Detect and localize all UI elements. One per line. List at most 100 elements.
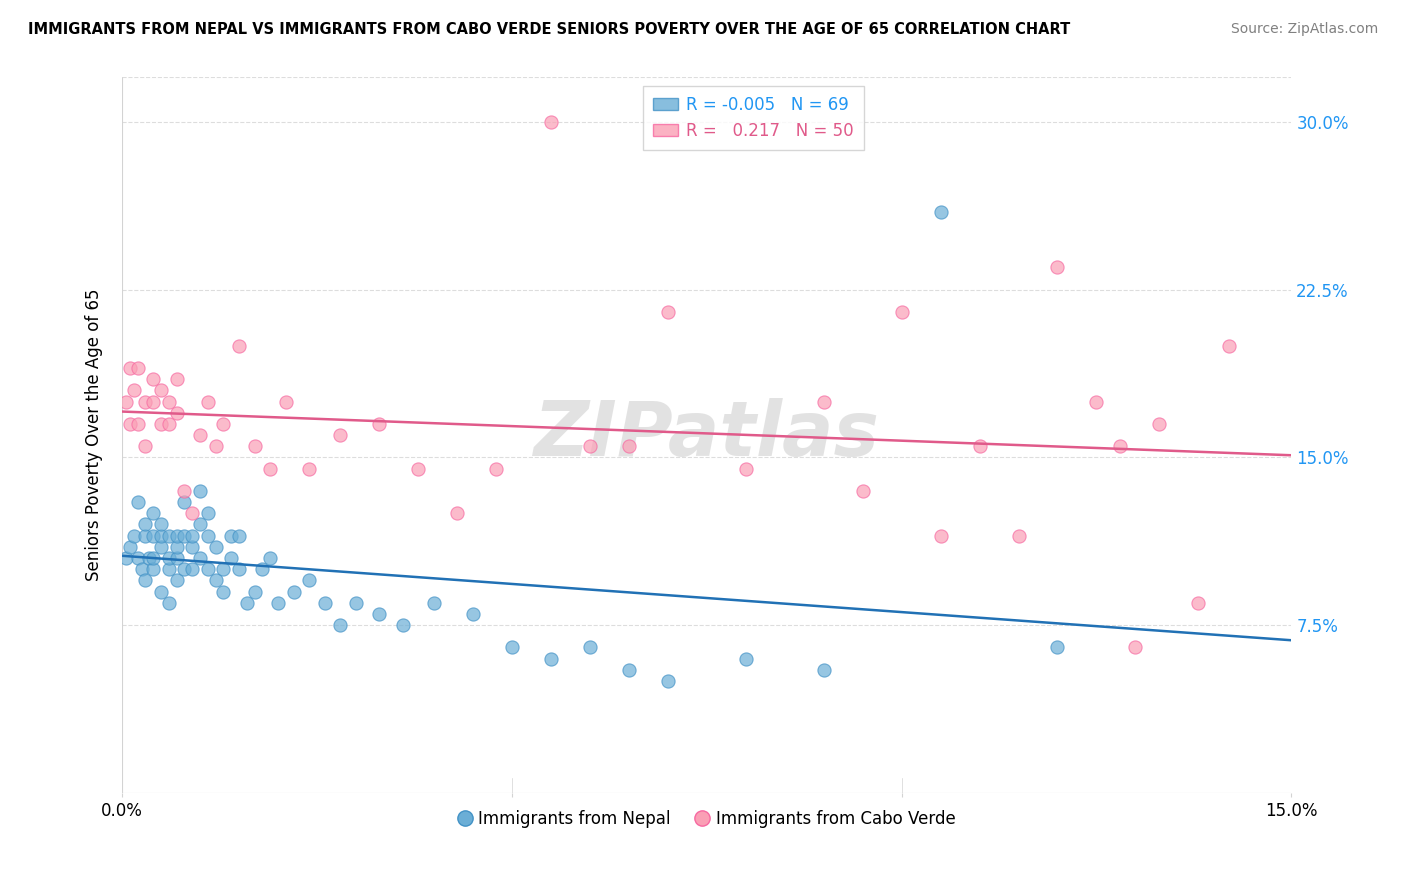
Point [150, 517, 173, 532]
Point [391, 618, 413, 632]
Point [1046, 260, 1069, 275]
Point [617, 663, 640, 677]
Point [344, 596, 367, 610]
Point [157, 562, 180, 576]
Point [188, 483, 211, 498]
Point [274, 394, 297, 409]
Point [219, 528, 242, 542]
Point [134, 517, 156, 532]
Point [173, 528, 195, 542]
Point [157, 394, 180, 409]
Point [118, 361, 141, 376]
Point [181, 540, 204, 554]
Point [1187, 596, 1209, 610]
Point [212, 584, 235, 599]
Point [1085, 394, 1108, 409]
Point [134, 528, 156, 542]
Point [134, 439, 156, 453]
Point [142, 372, 165, 386]
Point [188, 551, 211, 566]
Point [929, 528, 952, 542]
Point [298, 574, 321, 588]
Point [578, 439, 600, 453]
Text: Source: ZipAtlas.com: Source: ZipAtlas.com [1230, 22, 1378, 37]
Point [166, 406, 188, 420]
Point [243, 584, 266, 599]
Point [181, 506, 204, 520]
Point [267, 596, 290, 610]
Point [138, 551, 160, 566]
Text: ZIPatlas: ZIPatlas [534, 398, 880, 472]
Point [329, 428, 352, 442]
Point [813, 394, 835, 409]
Point [142, 394, 165, 409]
Point [197, 562, 219, 576]
Point [150, 417, 173, 431]
Point [283, 584, 305, 599]
Point [166, 540, 188, 554]
Point [150, 384, 173, 398]
Point [157, 417, 180, 431]
Point [1125, 640, 1147, 655]
Point [1218, 338, 1240, 352]
Point [115, 394, 138, 409]
Point [485, 461, 508, 475]
Legend: Immigrants from Nepal, Immigrants from Cabo Verde: Immigrants from Nepal, Immigrants from C… [451, 803, 962, 834]
Point [228, 528, 250, 542]
Point [197, 506, 219, 520]
Point [314, 596, 336, 610]
Point [1007, 528, 1029, 542]
Point [329, 618, 352, 632]
Point [228, 562, 250, 576]
Point [142, 562, 165, 576]
Point [181, 528, 204, 542]
Point [259, 551, 281, 566]
Point [204, 540, 226, 554]
Point [150, 540, 173, 554]
Point [501, 640, 523, 655]
Point [540, 115, 562, 129]
Point [166, 551, 188, 566]
Y-axis label: Seniors Poverty Over the Age of 65: Seniors Poverty Over the Age of 65 [86, 289, 103, 582]
Point [157, 528, 180, 542]
Point [188, 428, 211, 442]
Point [173, 483, 195, 498]
Point [461, 607, 484, 621]
Point [166, 528, 188, 542]
Point [298, 461, 321, 475]
Point [446, 506, 468, 520]
Point [929, 204, 952, 219]
Point [122, 384, 145, 398]
Point [212, 562, 235, 576]
Point [734, 651, 756, 665]
Point [1046, 640, 1069, 655]
Point [134, 394, 156, 409]
Point [157, 596, 180, 610]
Point [813, 663, 835, 677]
Point [197, 394, 219, 409]
Point [204, 439, 226, 453]
Point [243, 439, 266, 453]
Point [540, 651, 562, 665]
Point [115, 551, 138, 566]
Point [617, 439, 640, 453]
Point [368, 417, 391, 431]
Point [173, 495, 195, 509]
Point [219, 551, 242, 566]
Point [127, 495, 149, 509]
Point [188, 517, 211, 532]
Point [236, 596, 259, 610]
Point [657, 673, 679, 688]
Point [578, 640, 600, 655]
Point [252, 562, 274, 576]
Point [228, 338, 250, 352]
Point [166, 574, 188, 588]
Point [852, 483, 875, 498]
Point [127, 417, 149, 431]
Point [157, 551, 180, 566]
Point [423, 596, 446, 610]
Point [142, 506, 165, 520]
Point [122, 528, 145, 542]
Point [166, 372, 188, 386]
Point [181, 562, 204, 576]
